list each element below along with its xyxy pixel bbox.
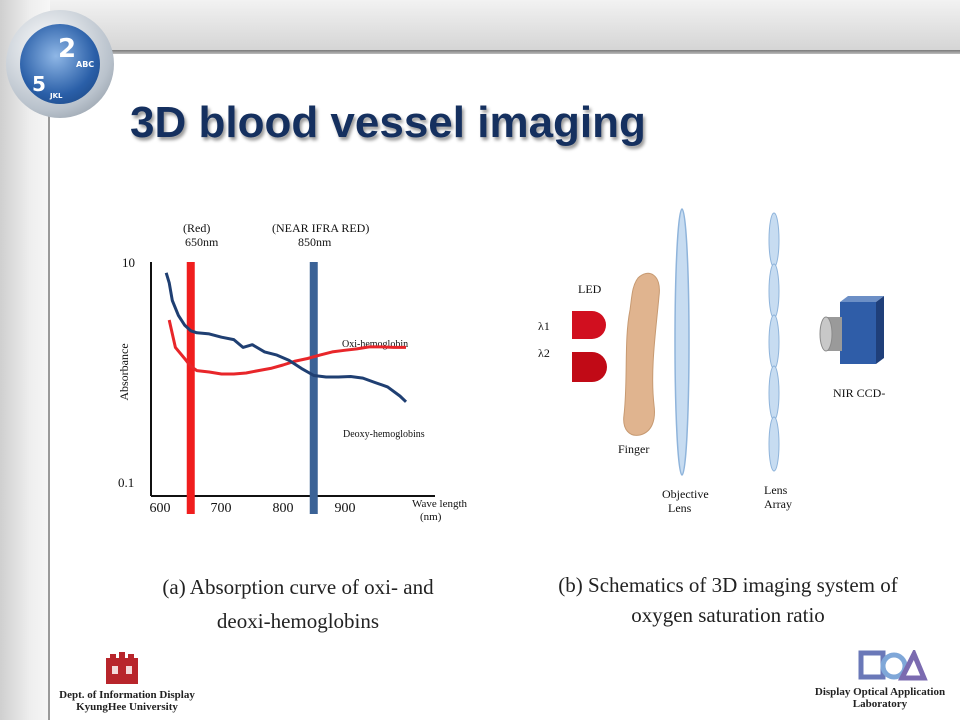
red-marker-wavelength: 650nm [185, 235, 219, 249]
finger-label: Finger [618, 442, 649, 456]
legend-deoxy-hemoglobins: Deoxy-hemoglobins [343, 429, 425, 440]
objective-label-line1: Objective [662, 487, 709, 501]
legend-oxi-hemoglobin: Oxi-hemoglobin [342, 339, 408, 350]
caption-a-line2: deoxi-hemoglobins [216, 609, 380, 633]
top-band [0, 0, 960, 52]
caption-a-line1: (a) Absorption curve of oxi- and [162, 575, 434, 599]
caption-b-line2: oxygen saturation ratio [631, 603, 825, 627]
logo-key-5: 5 [32, 72, 46, 96]
lab-logo-icon [858, 650, 928, 681]
x-tick-label-700: 700 [211, 501, 232, 516]
nir-marker-wavelength: 850nm [298, 235, 332, 249]
top-divider [0, 50, 960, 54]
x-tick-label-900: 900 [335, 501, 356, 516]
footer-department-name: Dept. of Information Display [59, 689, 195, 701]
lambda2-label: λ2 [538, 346, 550, 360]
y-tick-label-bottom: 0.1 [118, 475, 134, 490]
lens-array-label-line2: Array [764, 497, 792, 511]
caption-b: (b) Schematics of 3D imaging system of o… [505, 570, 951, 630]
logo-key-jkl: JKL [50, 92, 63, 100]
nir-ccd-label: NIR CCD- [833, 386, 885, 400]
logo-key-abc: ABC [76, 60, 95, 69]
y-tick-label-top: 10 [122, 255, 135, 270]
led-lambda2-icon [572, 352, 607, 382]
slide-title: 3D blood vessel imaging [130, 98, 646, 147]
finger-icon [623, 273, 660, 436]
footer-lab: Display Optical Application Laboratory [812, 650, 948, 710]
caption-b-line1: (b) Schematics of 3D imaging system of [558, 573, 898, 597]
nir-marker-label: (NEAR IFRA RED) [272, 221, 369, 235]
lambda1-label: λ1 [538, 319, 550, 333]
footer-university-name: KyungHee University [76, 701, 178, 713]
footer-lab-name-line2: Laboratory [852, 698, 908, 710]
x-tick-label-600: 600 [150, 501, 171, 516]
oxi-hemoglobin-line [167, 319, 406, 376]
footer-lab-name-line1: Display Optical Application [814, 686, 946, 698]
led-lambda1-icon [572, 311, 606, 339]
x-tick-label-800: 800 [273, 501, 294, 516]
left-divider [48, 55, 50, 720]
deoxy-hemoglobin-line [164, 272, 408, 403]
nir-ccd-camera-icon [819, 296, 884, 364]
keypad-logo-icon: 2 ABC 5 JKL [6, 10, 114, 118]
y-axis-label: Absorbance [117, 343, 131, 400]
red-marker-label: (Red) [183, 221, 210, 235]
caption-a: (a) Absorption curve of oxi- and deoxi-h… [112, 570, 484, 638]
keypad-logo-face [20, 24, 100, 104]
red-650nm-marker-bar [186, 262, 195, 514]
x-axis-label-line2: (nm) [420, 511, 442, 523]
x-axis-label-line1: Wave length [412, 498, 468, 510]
led-label: LED [578, 282, 602, 296]
objective-lens-icon [674, 208, 690, 476]
footer-department: Dept. of Information Display KyungHee Un… [52, 655, 202, 713]
logo-key-2: 2 [58, 34, 77, 64]
left-bar [0, 0, 50, 720]
imaging-schematic: LED λ1 λ2 Finger Objective Lens Lens Arr… [538, 208, 885, 515]
lens-array-label-line1: Lens [764, 483, 788, 497]
university-seal-icon [106, 652, 138, 684]
objective-label-line2: Lens [668, 501, 692, 515]
lens-array-icon [768, 212, 780, 472]
nir-850nm-marker-bar [309, 262, 318, 514]
